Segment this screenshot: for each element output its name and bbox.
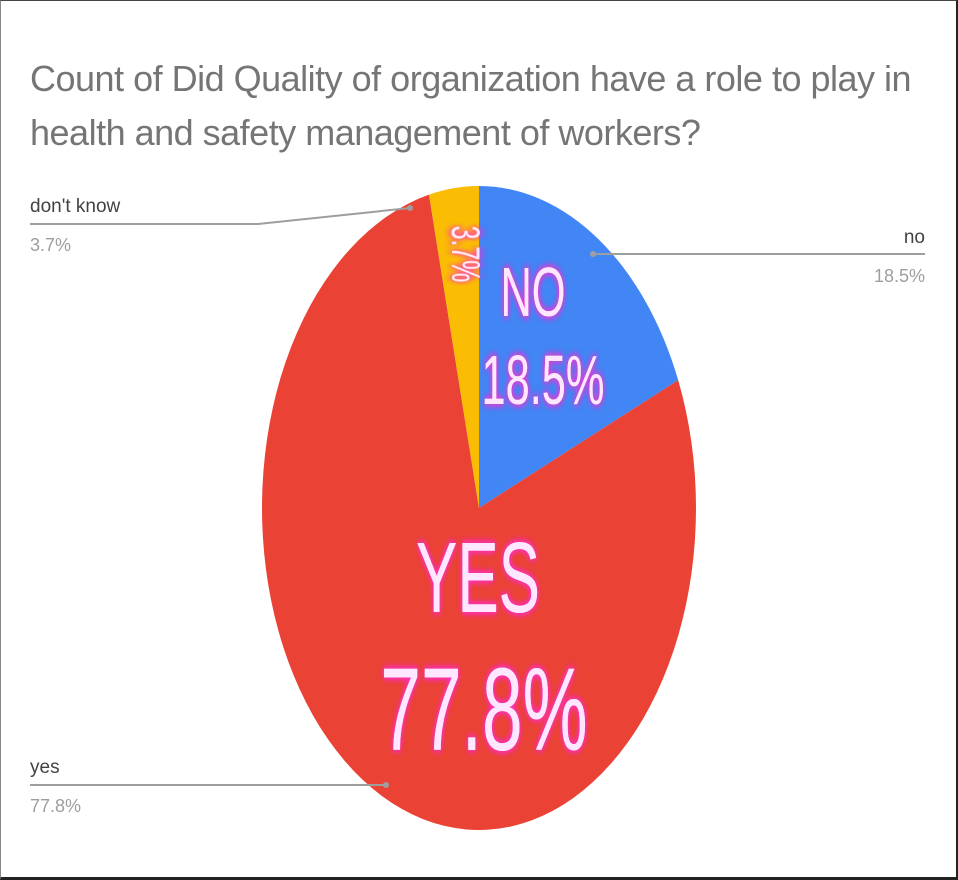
- slice-no: [479, 186, 679, 508]
- leader-dot-no: [590, 251, 596, 257]
- leader-dot-don-t-know: [407, 205, 413, 211]
- inner-name-no: NO: [500, 253, 565, 331]
- inner-name-yes: YES: [416, 522, 540, 634]
- slice-label-yes: yes: [30, 757, 60, 778]
- leader-line-don-t-know: [30, 207, 411, 225]
- chart-title: Count of Did Quality of organization hav…: [30, 58, 912, 153]
- leader-dot-yes: [383, 782, 389, 788]
- slice-labels: no 18.5% yes 77.8% don't know 3.7%: [30, 196, 925, 816]
- slice-percent-yes: 77.8%: [30, 796, 81, 816]
- slice-label-don-t-know: don't know: [30, 196, 121, 217]
- slice-percent-no: 18.5%: [874, 266, 925, 286]
- slice-don-t-know: [429, 186, 479, 508]
- slice-percent-don-t-know: 3.7%: [30, 235, 71, 255]
- inner-percent-don-t-know: 3.7%: [442, 226, 486, 283]
- leader-lines: [30, 205, 925, 788]
- pie-slices: [262, 186, 696, 830]
- inner-percent-yes: 77.8%: [380, 643, 587, 775]
- slice-label-no: no: [904, 227, 925, 248]
- slice-yes: [262, 194, 696, 830]
- inner-percent-no: 18.5%: [481, 341, 604, 419]
